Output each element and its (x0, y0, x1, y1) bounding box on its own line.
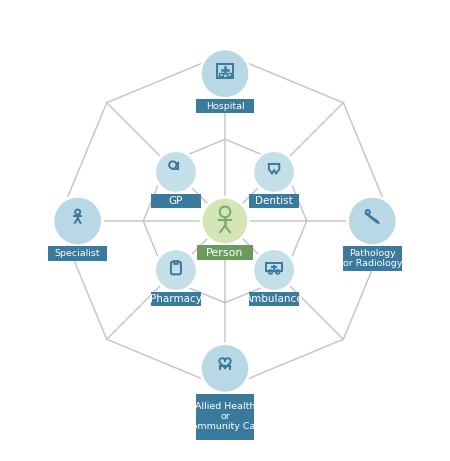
FancyBboxPatch shape (151, 292, 201, 307)
Circle shape (201, 197, 249, 245)
FancyBboxPatch shape (249, 292, 299, 307)
Circle shape (200, 343, 250, 393)
Text: Allied Health
or
Community Care: Allied Health or Community Care (185, 402, 265, 431)
Circle shape (155, 151, 197, 193)
FancyBboxPatch shape (151, 194, 201, 208)
FancyBboxPatch shape (48, 246, 107, 261)
Text: GP: GP (169, 196, 183, 206)
Circle shape (253, 151, 295, 193)
FancyBboxPatch shape (197, 245, 253, 260)
Circle shape (53, 196, 103, 246)
FancyBboxPatch shape (196, 394, 254, 440)
FancyBboxPatch shape (343, 246, 402, 271)
Circle shape (347, 196, 397, 246)
Text: Pharmacy: Pharmacy (150, 294, 202, 304)
Circle shape (155, 249, 197, 291)
Circle shape (177, 162, 179, 164)
FancyBboxPatch shape (196, 99, 254, 113)
Text: Ambulance: Ambulance (245, 294, 303, 304)
Text: Dentist: Dentist (255, 196, 293, 206)
Circle shape (253, 249, 295, 291)
Text: Pathology
or Radiology: Pathology or Radiology (342, 249, 402, 268)
FancyBboxPatch shape (249, 194, 299, 208)
Circle shape (200, 49, 250, 98)
Text: Specialist: Specialist (55, 249, 100, 258)
Text: Hospital: Hospital (206, 102, 244, 111)
Text: Person: Person (206, 248, 244, 258)
